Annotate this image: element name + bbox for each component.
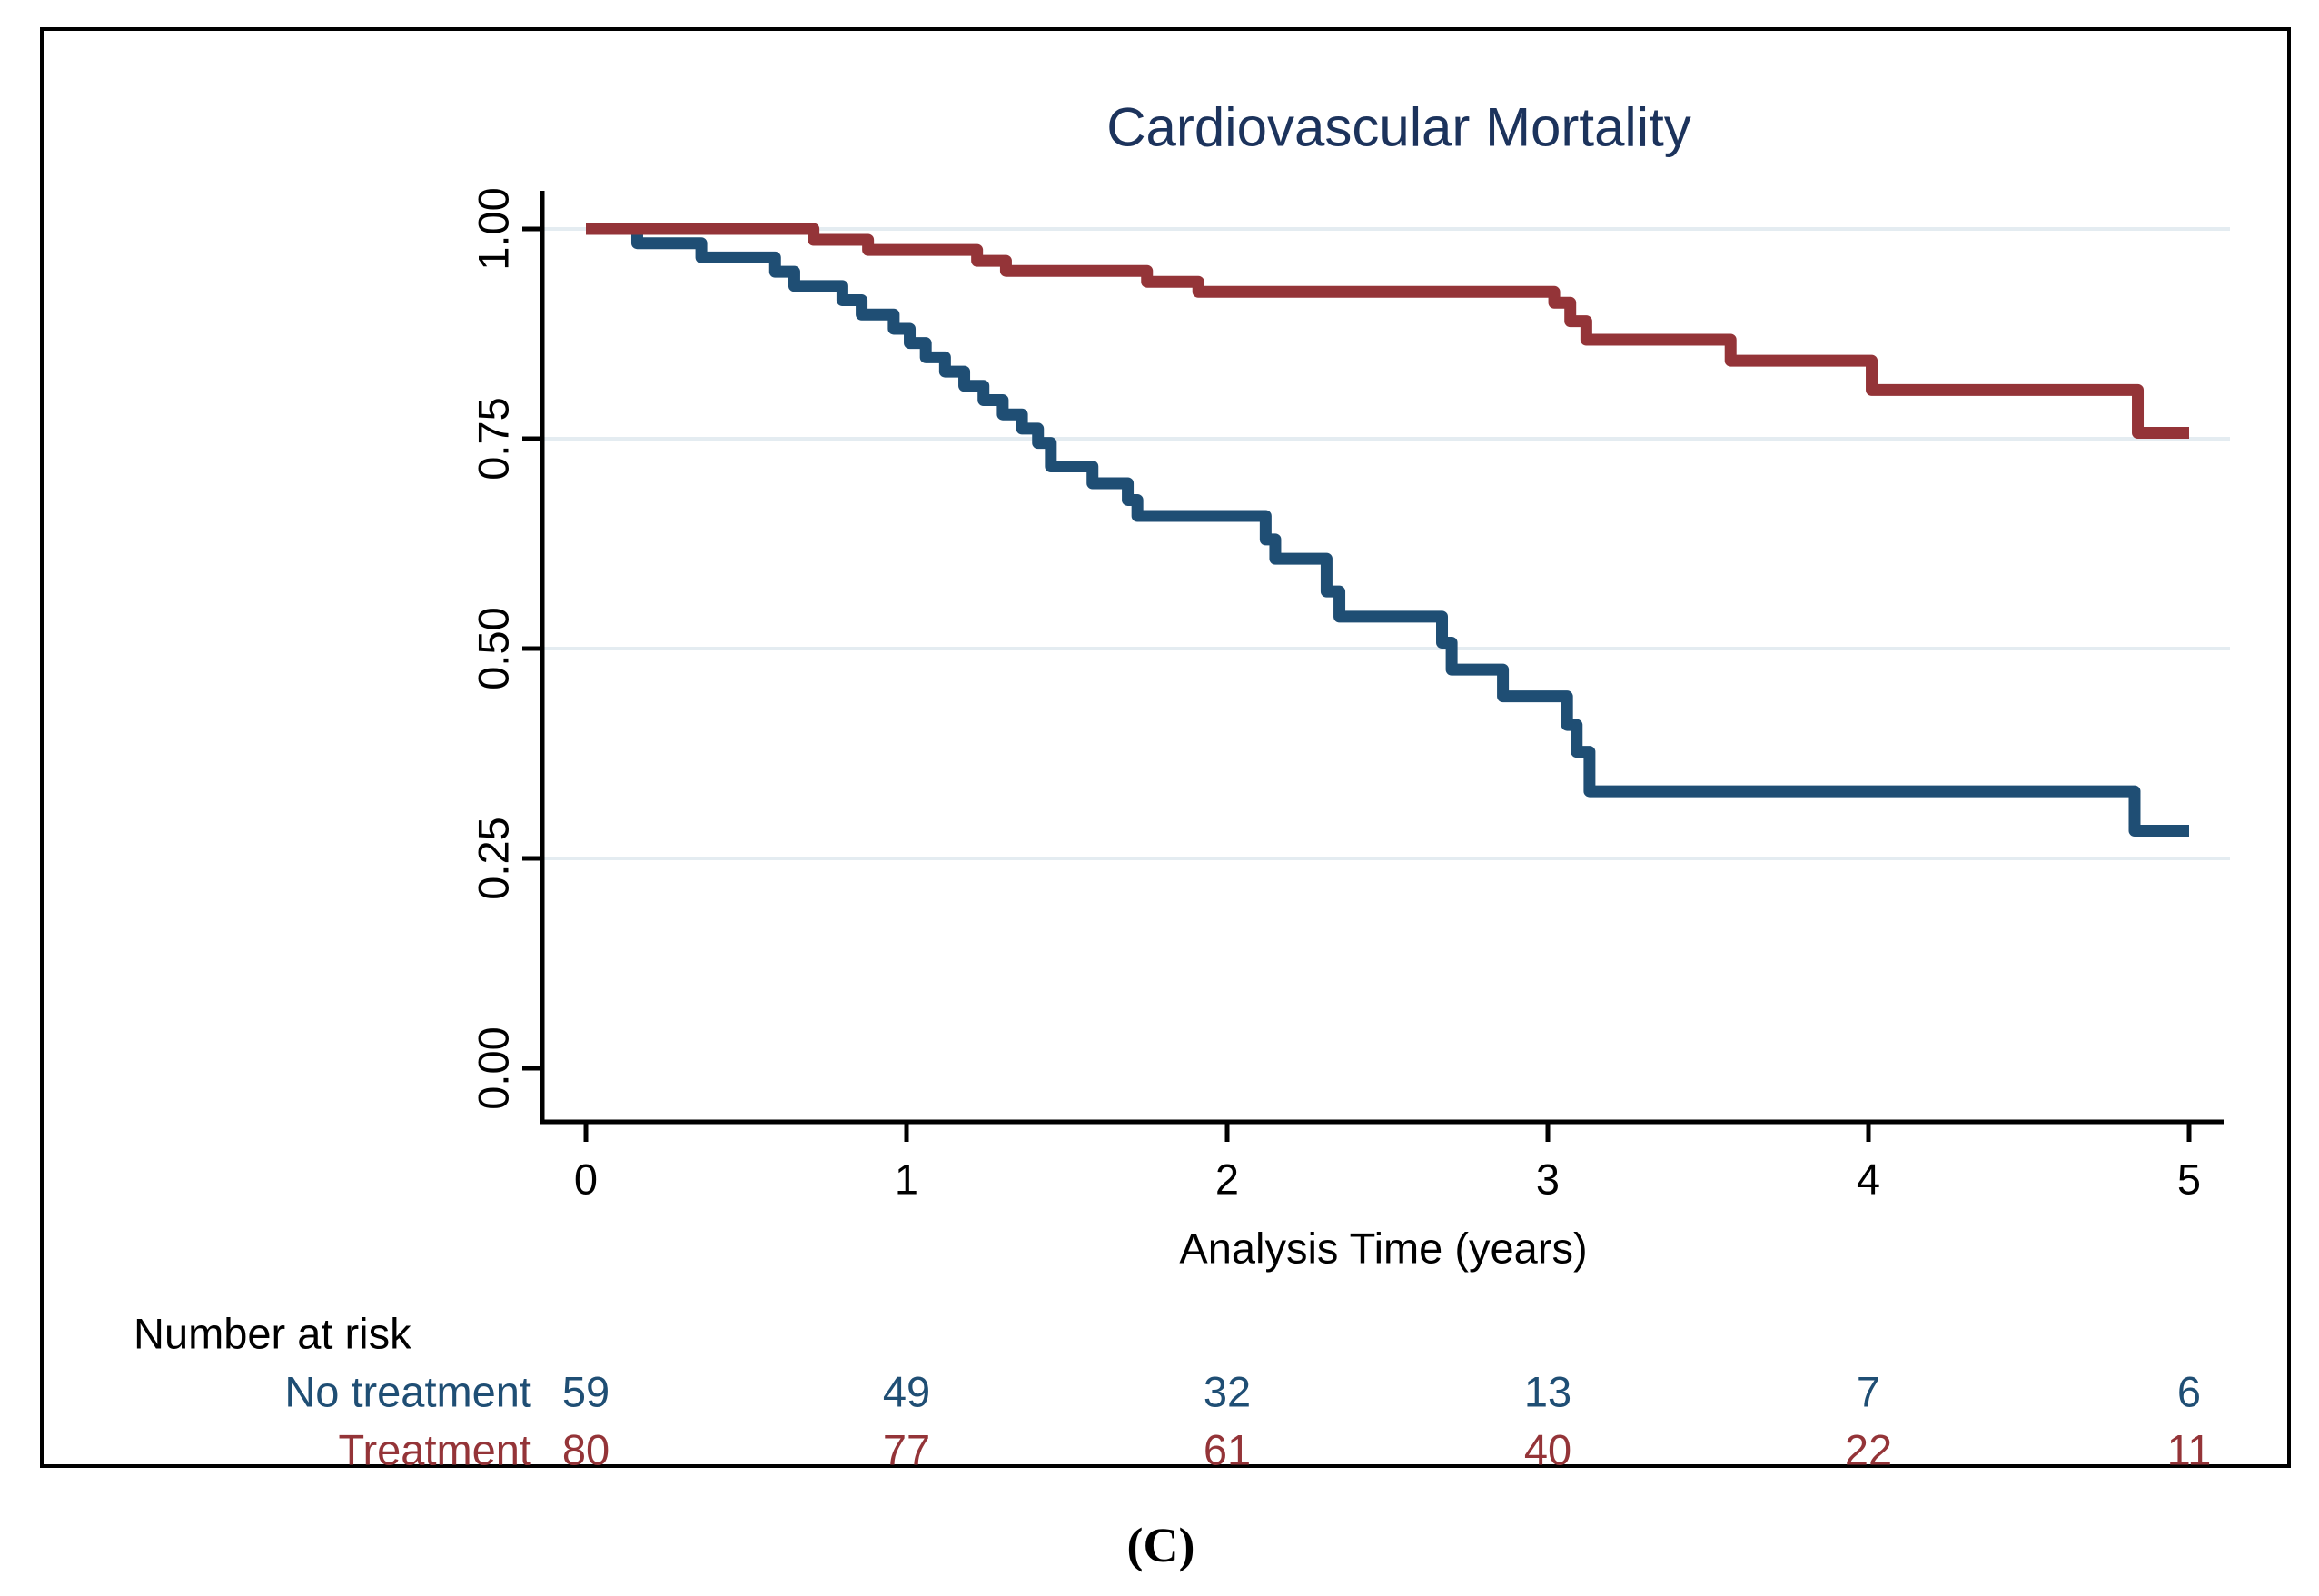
x-tick-label: 5 [2176, 1155, 2202, 1204]
x-tick-label: 1 [894, 1155, 919, 1204]
chart-title: Cardiovascular Mortality [1106, 96, 1691, 158]
x-tick-label: 2 [1214, 1155, 1240, 1204]
risk-count: 80 [561, 1425, 610, 1474]
risk-row-label-treatment: Treatment [338, 1425, 531, 1474]
risk-count: 32 [1203, 1367, 1252, 1416]
y-tick-label: 0.50 [469, 607, 518, 690]
risk-count: 22 [1844, 1425, 1893, 1474]
x-tick-label: 0 [573, 1155, 599, 1204]
km-curve-no-treatment [586, 223, 2189, 838]
risk-count: 49 [882, 1367, 931, 1416]
figure-border [40, 27, 2291, 1468]
risk-row-label-no-treatment: No treatment [284, 1367, 531, 1416]
risk-count: 6 [2176, 1367, 2202, 1416]
risk-count: 11 [2166, 1425, 2212, 1474]
y-tick-label: 1.00 [469, 187, 518, 271]
risk-count: 7 [1856, 1367, 1881, 1416]
risk-count: 61 [1203, 1425, 1252, 1474]
x-tick-label: 3 [1535, 1155, 1561, 1204]
y-tick-label: 0.25 [469, 817, 518, 900]
risk-count: 13 [1523, 1367, 1572, 1416]
y-tick-label: 0.75 [469, 397, 518, 481]
risk-table-title: Number at risk [134, 1309, 411, 1358]
risk-count: 77 [882, 1425, 931, 1474]
figure-caption: (C) [1126, 1518, 1195, 1572]
km-curve-treatment [586, 223, 2189, 440]
risk-count: 59 [561, 1367, 610, 1416]
y-tick-label: 0.00 [469, 1026, 518, 1110]
x-axis-label: Analysis Time (years) [1179, 1224, 1588, 1273]
risk-count: 40 [1523, 1425, 1572, 1474]
x-tick-label: 4 [1856, 1155, 1881, 1204]
